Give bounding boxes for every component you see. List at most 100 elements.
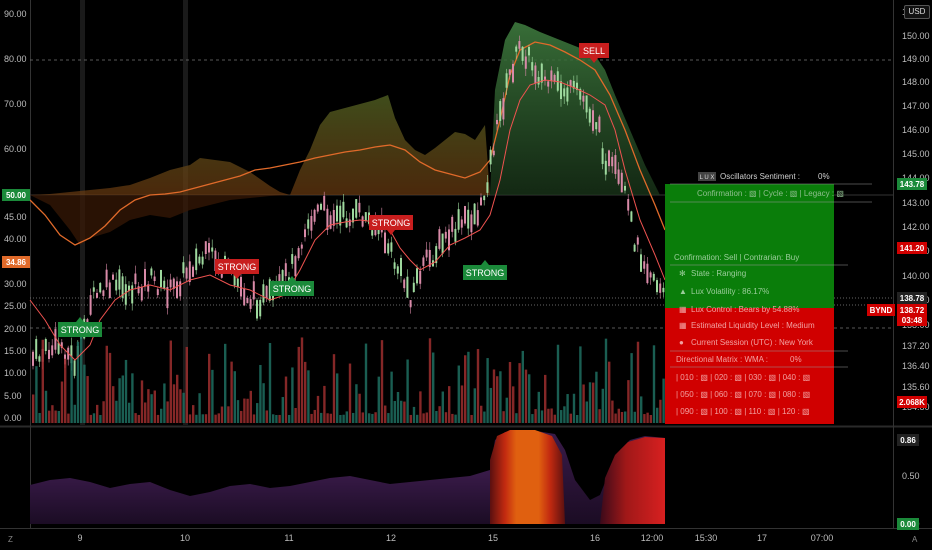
- candle-body: [508, 69, 511, 75]
- lower-indicator: [30, 430, 665, 524]
- osc-axis-tick: 90.00: [4, 9, 27, 19]
- candle-body: [547, 81, 550, 87]
- volume-bar: [35, 366, 38, 423]
- volume-bar: [233, 371, 236, 423]
- candle-body: [476, 210, 479, 226]
- volume-bar: [515, 413, 518, 423]
- candle-body: [614, 155, 617, 175]
- volume-bar: [422, 413, 425, 423]
- candle-body: [422, 257, 425, 266]
- volume-bar: [96, 404, 99, 423]
- tag-volume: 2.068K: [897, 396, 927, 408]
- time-axis: 9 10 11 12 15 16 12:00 15:30 17 07:00: [77, 533, 833, 543]
- candle-body: [652, 273, 655, 281]
- volume-bar: [358, 393, 361, 423]
- osc-axis-tick: 15.00: [4, 346, 27, 356]
- volume-bar: [656, 407, 659, 423]
- candle-body: [486, 182, 489, 193]
- candle-body: [256, 300, 258, 319]
- dashboard-matrix-row-2: | 050 : ▧ | 060 : ▧ | 070 : ▧ | 080 : ▧: [676, 390, 810, 399]
- candle-body: [268, 279, 271, 301]
- osc-axis-tick: 30.00: [4, 279, 27, 289]
- candle-body: [60, 342, 63, 348]
- candle-body: [105, 269, 108, 288]
- volume-bar: [172, 384, 176, 423]
- osc-axis-tick: 25.00: [4, 301, 27, 311]
- volume-bar: [380, 340, 384, 423]
- volume-bar: [457, 365, 460, 423]
- volume-bar: [496, 376, 499, 423]
- tag-price-2: 141.20: [897, 242, 927, 254]
- volume-bar: [128, 402, 131, 423]
- candle-body: [428, 249, 431, 268]
- candle-body: [326, 208, 329, 230]
- candle-body: [35, 339, 38, 359]
- volume-bar: [585, 401, 588, 423]
- volume-bar: [163, 383, 166, 423]
- candle-body: [572, 80, 575, 89]
- volume-bar: [108, 352, 112, 423]
- volume-bar: [633, 411, 636, 423]
- price-axis-tick: 142.00: [902, 222, 930, 232]
- volume-bar: [64, 358, 67, 423]
- timezone-corner[interactable]: Z: [8, 535, 13, 544]
- volume-bar: [636, 341, 640, 423]
- volume-bar: [569, 413, 572, 423]
- volume-bar: [102, 401, 105, 423]
- volume-bar: [572, 393, 576, 423]
- dashboard-table: L U X Oscillators Sentiment : 0% Confirm…: [670, 172, 872, 416]
- volume-bar: [246, 398, 249, 423]
- volume-bar: [464, 355, 467, 423]
- volume-bar: [227, 406, 230, 423]
- dashboard-state-icon: ✻: [679, 269, 686, 278]
- candle-body: [176, 281, 178, 299]
- candle-body: [646, 263, 649, 284]
- osc-axis-tick: 60.00: [4, 144, 27, 154]
- volume-bar: [582, 384, 585, 423]
- osc-axis-tick: 45.00: [4, 212, 27, 222]
- volume-bar: [454, 414, 457, 423]
- auto-scale-corner[interactable]: A: [912, 535, 918, 544]
- candle-body: [521, 46, 524, 61]
- dashboard-session: Current Session (UTC) : New York: [691, 338, 814, 347]
- tag-lower-top: 0.86: [897, 434, 919, 446]
- volume-bar: [435, 411, 438, 423]
- volume-bar: [198, 393, 201, 423]
- volume-bar: [608, 361, 611, 423]
- volume-bar: [182, 392, 185, 423]
- volume-bar: [355, 384, 358, 423]
- volume-bar: [326, 413, 329, 423]
- price-axis-tick: 140.00: [902, 271, 930, 281]
- candle-body: [515, 46, 518, 52]
- volume-bar: [553, 414, 556, 423]
- volume-bar: [265, 410, 268, 423]
- volume-bar: [489, 387, 492, 423]
- candle-body: [473, 203, 476, 225]
- dashboard-state: State : Ranging: [691, 269, 746, 278]
- price-axis: 151.00150.00149.00148.00147.00146.00145.…: [902, 7, 930, 412]
- candle-body: [348, 219, 351, 226]
- tag-price-1: 143.78: [897, 178, 927, 190]
- candle-body: [300, 244, 303, 249]
- volume-bar: [524, 369, 528, 423]
- volume-bar: [131, 373, 134, 423]
- candle-body: [38, 356, 41, 362]
- candle-body: [643, 261, 646, 269]
- currency-button[interactable]: USD: [904, 5, 930, 19]
- volume-bar: [336, 373, 339, 423]
- candle-body: [332, 209, 335, 226]
- candle-body: [656, 280, 658, 293]
- svg-text:BYND: BYND: [870, 306, 893, 315]
- lower-axis: 0.86 0.50 0.00: [902, 435, 920, 529]
- candle-body: [358, 202, 361, 213]
- candle-body: [339, 205, 342, 226]
- volume-bar: [412, 406, 416, 423]
- candle-body: [435, 246, 438, 264]
- volume-bar: [320, 412, 323, 423]
- volume-bar: [480, 405, 483, 423]
- volume-bar: [323, 385, 326, 423]
- svg-text:0.00: 0.00: [900, 520, 916, 529]
- candle-body: [355, 199, 358, 218]
- signal-strong-4-text: STRONG: [372, 218, 411, 228]
